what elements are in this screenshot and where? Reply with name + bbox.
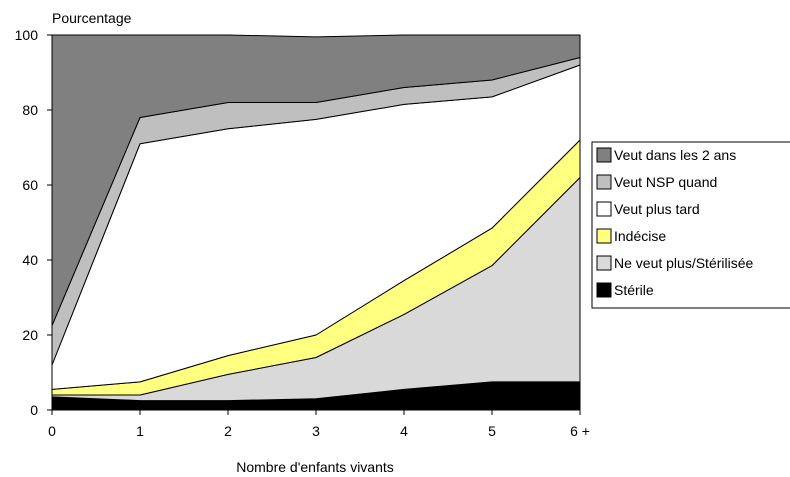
legend-label-indecise: Indécise xyxy=(614,228,666,244)
x-tick-label: 2 xyxy=(224,423,232,439)
legend-label-veut-dans-les-2-ans: Veut dans les 2 ans xyxy=(614,147,736,163)
x-axis-title: Nombre d'enfants vivants xyxy=(236,459,394,475)
legend-label-ne-veut-plus-sterilisee: Ne veut plus/Stérilisée xyxy=(614,255,754,271)
x-tick-label: 0 xyxy=(48,423,56,439)
legend-label-veut-plus-tard: Veut plus tard xyxy=(614,201,700,217)
legend-box xyxy=(591,141,790,309)
y-tick-label: 60 xyxy=(22,177,38,193)
area-veut-dans-les-2-ans xyxy=(51,34,581,327)
y-tick-label: 20 xyxy=(22,327,38,343)
y-tick-label: 40 xyxy=(22,252,38,268)
axes-group: 0 20 40 60 80 100 0 1 2 3 4 5 6 + xyxy=(15,27,590,439)
legend-swatch-ne-veut-plus-sterilisee xyxy=(596,255,612,271)
y-tick-label: 0 xyxy=(30,402,38,418)
x-tick-label: 3 xyxy=(312,423,320,439)
x-tick-label: 6 + xyxy=(570,423,590,439)
legend-swatch-veut-nsp-quand xyxy=(596,174,612,190)
legend-label-veut-nsp-quand: Veut NSP quand xyxy=(614,174,717,190)
y-tick-label: 80 xyxy=(22,102,38,118)
legend-swatch-indecise xyxy=(596,228,612,244)
legend-swatch-veut-dans-les-2-ans xyxy=(596,147,612,163)
area-series-group xyxy=(51,34,581,411)
legend-swatch-sterile xyxy=(596,282,612,298)
x-tick-label: 4 xyxy=(400,423,408,439)
legend-label-sterile: Stérile xyxy=(614,282,654,298)
x-tick-label: 1 xyxy=(136,423,144,439)
y-tick-label: 100 xyxy=(15,27,39,43)
legend: Veut dans les 2 ans Veut NSP quand Veut pl… xyxy=(591,141,790,309)
x-tick-label: 5 xyxy=(488,423,496,439)
legend-swatch-veut-plus-tard xyxy=(596,201,612,217)
y-axis-title: Pourcentage xyxy=(52,10,132,26)
